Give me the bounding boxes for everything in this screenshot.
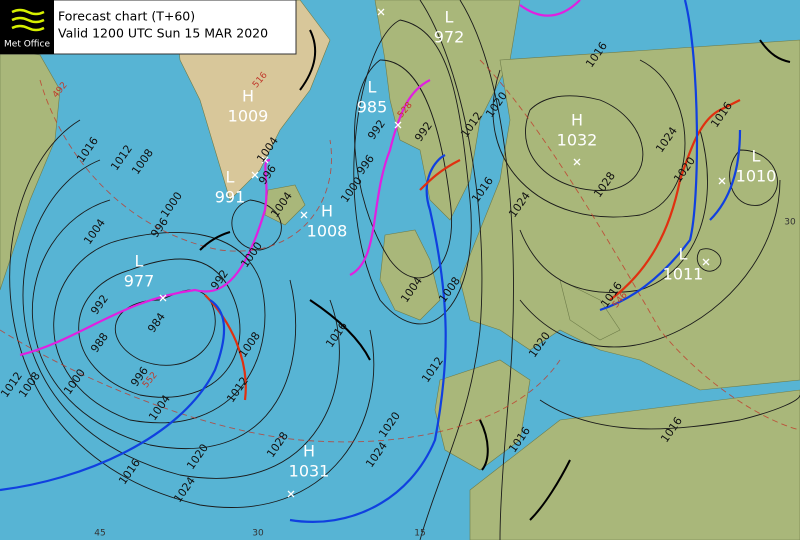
- center-type: H: [303, 442, 315, 461]
- fronts: [0, 0, 742, 523]
- center-pressure: 1010: [736, 167, 777, 186]
- logo-mark: [11, 8, 45, 32]
- center-pressure: 1011: [663, 265, 704, 284]
- center-pressure: 1032: [557, 131, 598, 150]
- center-cross: [300, 211, 308, 219]
- center-type: L: [135, 252, 144, 271]
- center-cross: [159, 294, 167, 302]
- center-pressure: 1008: [307, 222, 348, 241]
- center-cross: [394, 121, 402, 129]
- center-type: H: [321, 202, 333, 221]
- center-cross: [702, 258, 710, 266]
- center-cross: [261, 156, 269, 164]
- center-cross: [251, 171, 259, 179]
- center-pressure: 972: [434, 28, 465, 47]
- center-pressure: 977: [124, 272, 155, 291]
- thickness-lines: [0, 59, 800, 443]
- center-pressure: 1009: [228, 107, 269, 126]
- center-cross: [377, 8, 385, 16]
- longitude-label: 45: [94, 529, 105, 539]
- valid-time: Valid 1200 UTC Sun 15 MAR 2020: [58, 26, 268, 41]
- longitude-label: 30: [784, 218, 796, 228]
- center-type: L: [752, 147, 761, 166]
- troughs: [199, 29, 791, 521]
- center-type: H: [242, 87, 254, 106]
- center-pressure: 1031: [289, 462, 330, 481]
- center-type: L: [368, 78, 377, 97]
- center-pressure: 991: [215, 188, 246, 207]
- longitude-label: 30: [252, 529, 264, 539]
- longitude-label: 15: [414, 529, 425, 539]
- chart-title: Forecast chart (T+60): [58, 9, 195, 24]
- center-cross: [287, 490, 295, 498]
- center-cross: [718, 177, 726, 185]
- center-type: L: [679, 245, 688, 264]
- center-type: L: [445, 8, 454, 27]
- center-type: L: [226, 168, 235, 187]
- center-pressure: 985: [357, 98, 388, 117]
- center-type: H: [571, 111, 583, 130]
- center-cross: [573, 158, 581, 166]
- logo-text: Met Office: [4, 40, 50, 50]
